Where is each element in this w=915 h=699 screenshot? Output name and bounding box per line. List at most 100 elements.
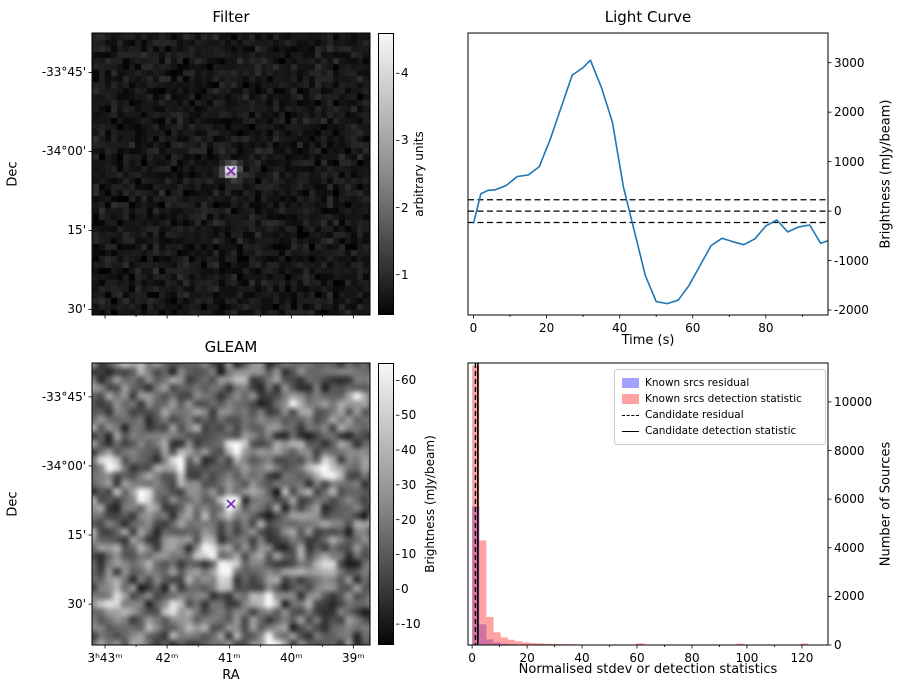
axes-frame <box>91 32 371 316</box>
filter-colorbar <box>378 33 394 315</box>
legend-label-residual: Known srcs residual <box>645 377 750 389</box>
tick-label: 40ᵐ <box>279 651 303 665</box>
gleam-xlabel: RA <box>222 668 240 683</box>
gleam-heatmap <box>92 363 370 645</box>
gleam-colorbar-label: Brightness (mJy/beam) <box>423 435 437 573</box>
hist-bar <box>543 643 551 645</box>
tick-label: 39ᵐ <box>341 651 365 665</box>
hist-bar <box>522 642 530 645</box>
tick-label: -34°00' <box>41 458 86 473</box>
tick-label: 15' <box>67 223 86 238</box>
tick-label: -33°45' <box>41 389 86 404</box>
lightcurve-title: Light Curve <box>604 8 692 26</box>
tick-label: 60 <box>629 651 645 665</box>
dashed-line-swatch-icon <box>622 414 639 416</box>
lightcurve-xlabel: Time (s) <box>621 333 675 348</box>
hist-bar <box>507 639 515 645</box>
hist-bar <box>736 643 744 645</box>
legend: Known srcs residual Known srcs detection… <box>614 369 826 445</box>
tick-label: 40 <box>574 651 590 665</box>
tick-label: 0 <box>469 321 478 335</box>
tick-label: 30' <box>67 302 86 317</box>
legend-label-candidate-detection: Candidate detection statistic <box>645 425 797 437</box>
tick-label: 120 <box>790 651 814 665</box>
tick-label: -1000 <box>834 253 869 268</box>
hist-bar <box>514 641 523 645</box>
legend-row-candidate-residual: Candidate residual <box>622 407 818 423</box>
tick-label: -34°00' <box>41 144 86 159</box>
tick-label: 42ᵐ <box>155 651 179 665</box>
hist-bar <box>472 365 480 645</box>
tick-label: 15' <box>67 528 86 543</box>
tick-label: 80 <box>684 651 700 665</box>
filter-title: Filter <box>212 8 250 26</box>
tick-label: 0 <box>468 651 476 665</box>
axes-frame <box>91 362 371 646</box>
axes-frame <box>467 362 829 646</box>
tick-label: 60 <box>401 373 417 388</box>
hist-bar <box>536 643 544 645</box>
hist-bar <box>550 643 558 645</box>
gleam-title: GLEAM <box>204 338 258 356</box>
tick-label: 0 <box>834 638 842 652</box>
tick-label: 60 <box>685 321 701 335</box>
tick-label: 50 <box>401 408 417 423</box>
tick-label: 8000 <box>834 443 865 458</box>
hist-bar <box>636 643 644 645</box>
detection-swatch-icon <box>622 394 639 404</box>
axes-frame <box>467 32 829 316</box>
gleam-colorbar <box>378 363 394 645</box>
tick-label: 3 <box>401 133 409 148</box>
tick-label: 2 <box>401 200 409 215</box>
histogram-ylabel: Number of Sources <box>878 441 894 567</box>
tick-label: 100 <box>735 651 759 665</box>
hist-bar <box>800 643 808 645</box>
tick-label: 4000 <box>834 540 865 555</box>
hist-bar <box>529 642 537 645</box>
tick-label: 40 <box>401 443 417 458</box>
histogram-xlabel: Normalised stdev or detection statistics <box>518 662 778 677</box>
tick-label: -33°45' <box>41 65 86 80</box>
gleam-ylabel: Dec <box>5 491 21 517</box>
tick-label: 4 <box>401 66 409 81</box>
tick-label: 30 <box>401 477 417 492</box>
tick-label: 20 <box>538 321 555 335</box>
tick-label: 2000 <box>834 105 865 120</box>
tick-label: -10 <box>401 617 421 632</box>
filter-colorbar-label: arbitrary units <box>412 131 426 217</box>
filter-heatmap-canvas <box>92 33 370 315</box>
filter-ylabel: Dec <box>5 161 21 187</box>
tick-label: 1000 <box>834 154 865 169</box>
hist-bar <box>486 617 494 645</box>
candidate-marker-icon <box>226 499 236 509</box>
legend-row-detection: Known srcs detection statistic <box>622 391 818 407</box>
tick-label: 10000 <box>834 394 873 409</box>
candidate-marker-icon <box>226 166 236 176</box>
tick-label: 80 <box>758 321 774 335</box>
tick-label: 3000 <box>834 55 865 70</box>
tick-label: 41ᵐ <box>217 651 241 665</box>
hist-bar <box>500 637 508 645</box>
legend-row-candidate-detection: Candidate detection statistic <box>622 423 818 439</box>
tick-label: 0 <box>834 204 842 219</box>
residual-swatch-icon <box>622 378 639 388</box>
tick-label: -2000 <box>834 303 869 318</box>
legend-row-residual: Known srcs residual <box>622 375 818 391</box>
tick-label: 20 <box>401 512 417 527</box>
lightcurve-ylabel: Brightness (mJy/beam) <box>878 99 894 249</box>
hist-bar <box>479 540 487 645</box>
tick-label: 2000 <box>834 589 865 604</box>
tick-label: 10 <box>401 547 417 562</box>
filter-heatmap <box>92 33 370 315</box>
tick-label: 6000 <box>834 492 865 507</box>
tick-label: 0 <box>401 582 409 597</box>
tick-label: 3ʰ43ᵐ <box>87 651 123 665</box>
legend-label-detection: Known srcs detection statistic <box>645 393 802 405</box>
tick-label: 40 <box>612 321 628 335</box>
solid-line-swatch-icon <box>622 430 639 432</box>
tick-label: 1 <box>401 267 409 282</box>
lightcurve-path <box>472 59 829 305</box>
legend-label-candidate-residual: Candidate residual <box>645 409 744 421</box>
